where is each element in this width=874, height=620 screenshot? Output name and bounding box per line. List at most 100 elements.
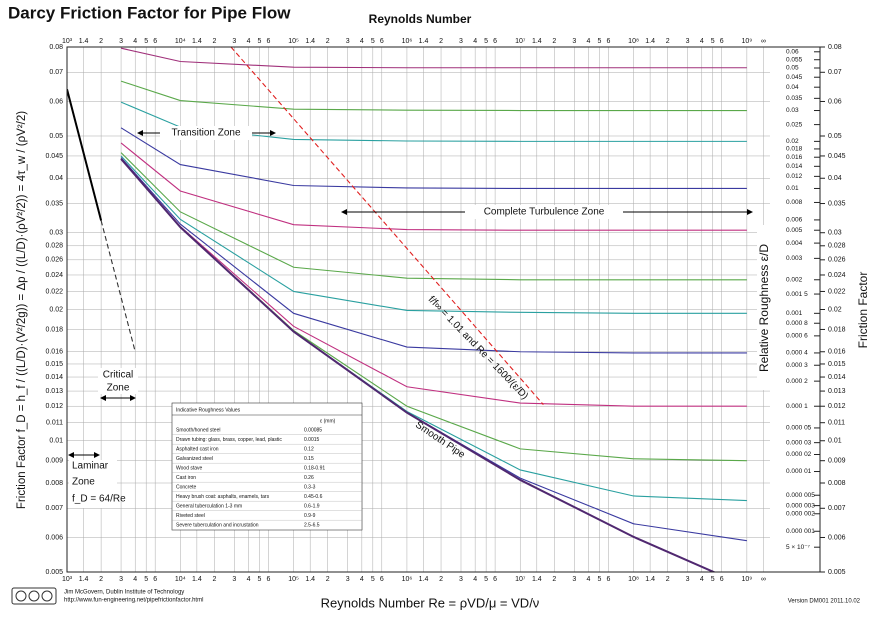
x-tick-label: ∞ [761,576,766,583]
roughness-label: 0.016 [786,154,803,161]
y2-axis-title: Friction Factor [856,272,870,349]
y2-tick-label: 0.02 [828,306,842,313]
x-tick-label-top: 1.4 [645,38,655,45]
x-tick-label: 1.4 [645,576,655,583]
y-tick-label: 0.005 [45,569,63,576]
x-tick-label-top: 1.4 [419,38,429,45]
roughness-label: 0.001 5 [786,291,808,298]
y-tick-label: 0.006 [45,534,63,541]
y2-tick-label: 0.015 [828,361,846,368]
roughness-title-bg [757,225,773,390]
y-tick-label: 0.06 [49,98,63,105]
series-line [120,47,747,69]
y-tick-label: 0.045 [45,153,63,160]
roughness-label: 0.018 [786,146,803,153]
y-tick-label: 0.018 [45,326,63,333]
x-tick-label: 2 [666,576,670,583]
x-tick-label: 2 [212,576,216,583]
roughness-label: 0.04 [786,84,799,91]
x-tick-label-top: 2 [666,38,670,45]
table-cell: 0.00085 [304,427,322,433]
series-line [230,47,544,406]
x-tick-label: 6 [153,576,157,583]
roughness-label: 0.012 [786,173,803,180]
roughness-label: 0.000 3 [786,362,808,369]
table-cell: 0.3-3 [304,484,316,490]
y2-tick-label: 0.026 [828,257,846,264]
series-line [120,158,717,572]
ann-bg [160,126,252,140]
y-tick-label: 0.013 [45,388,63,395]
x-tick-label-top: 2 [212,38,216,45]
x-tick-label: 5 [371,576,375,583]
y-tick-label: 0.05 [49,133,63,140]
x-tick-label-top: 1.4 [532,38,542,45]
roughness-label: 0.03 [786,107,799,114]
y-tick-label: 0.035 [45,200,63,207]
annotation: Zone [72,477,95,488]
x-tick-label-top: 2 [552,38,556,45]
roughness-label: 0.000 4 [786,350,808,357]
table-cell: Riveted steel [176,513,205,519]
y2-tick-label: 0.013 [828,388,846,395]
y-tick-label: 0.03 [49,230,63,237]
annotation: Critical [103,370,134,381]
x-tick-label-top: 3 [119,38,123,45]
x-tick-label-top: 10⁸ [628,38,639,45]
cc-icon [41,590,53,602]
y2-tick-label: 0.045 [828,153,846,160]
x-axis-title-top: Reynolds Number [369,12,472,26]
y-tick-label: 0.04 [49,175,63,182]
x-tick-label-top: 3 [346,38,350,45]
y-tick-label: 0.008 [45,480,63,487]
roughness-label: 0.000 1 [786,403,808,410]
table-cell: 2.5-6.5 [304,522,320,528]
table-body: Smooth/honed steel 0.00085 Drawn tubing: g… [172,427,362,530]
credit: Jim McGovern, Dublin Institute of Techno… [64,590,184,596]
table-cell: Asphalted cast iron [176,446,219,452]
roughness-label: 0.002 [786,276,803,283]
series-line [120,80,747,112]
ann-bg [98,368,138,394]
x-tick-label-top: 5 [484,38,488,45]
x-tick-label-top: 5 [711,38,715,45]
x-tick-label: 4 [133,576,137,583]
x-tick-label-top: 6 [153,38,157,45]
y-tick-label: 0.011 [46,420,63,427]
y2-tick-label: 0.035 [828,200,846,207]
x-tick-label-top: 6 [267,38,271,45]
roughness-label: 5 × 10⁻⁷ [786,544,811,551]
x-tick-label-top: 6 [606,38,610,45]
x-tick-label: 5 [144,576,148,583]
table-cell: 0.0015 [304,437,320,443]
y-tick-label: 0.009 [45,458,63,465]
series-line [120,155,747,314]
roughness-label: 0.008 [786,199,803,206]
table-cell: 0.12 [304,446,314,452]
x-tick-label-top: 1.4 [79,38,89,45]
x-tick-label-top: 3 [572,38,576,45]
x-tick-label-top: 4 [360,38,364,45]
y-tick-label: 0.016 [45,349,63,356]
x-tick-label: 4 [360,576,364,583]
roughness-label: 0.005 [786,227,803,234]
y2-tick-label: 0.022 [828,288,846,295]
table-cell: Cast iron [176,475,196,481]
plot-frame [66,46,821,573]
y2-tick-label: 0.006 [828,534,846,541]
x-tick-label-top: 5 [258,38,262,45]
curves [67,47,747,572]
y-tick-label: 0.01 [49,438,63,445]
y2-tick-label: 0.08 [828,44,842,51]
x-tick-label: 1.4 [79,576,89,583]
table-cell: General tuberculation 1-3 mm [176,503,242,509]
series-line [120,158,747,407]
x-tick-label: 3 [459,576,463,583]
annotation: Transition Zone [171,128,241,139]
y2-tick-label: 0.01 [828,438,842,445]
table-cell: Concrete [176,484,197,490]
series-line [67,88,103,221]
y-tick-label: 0.028 [45,243,63,250]
x-tick-label-top: 6 [720,38,724,45]
